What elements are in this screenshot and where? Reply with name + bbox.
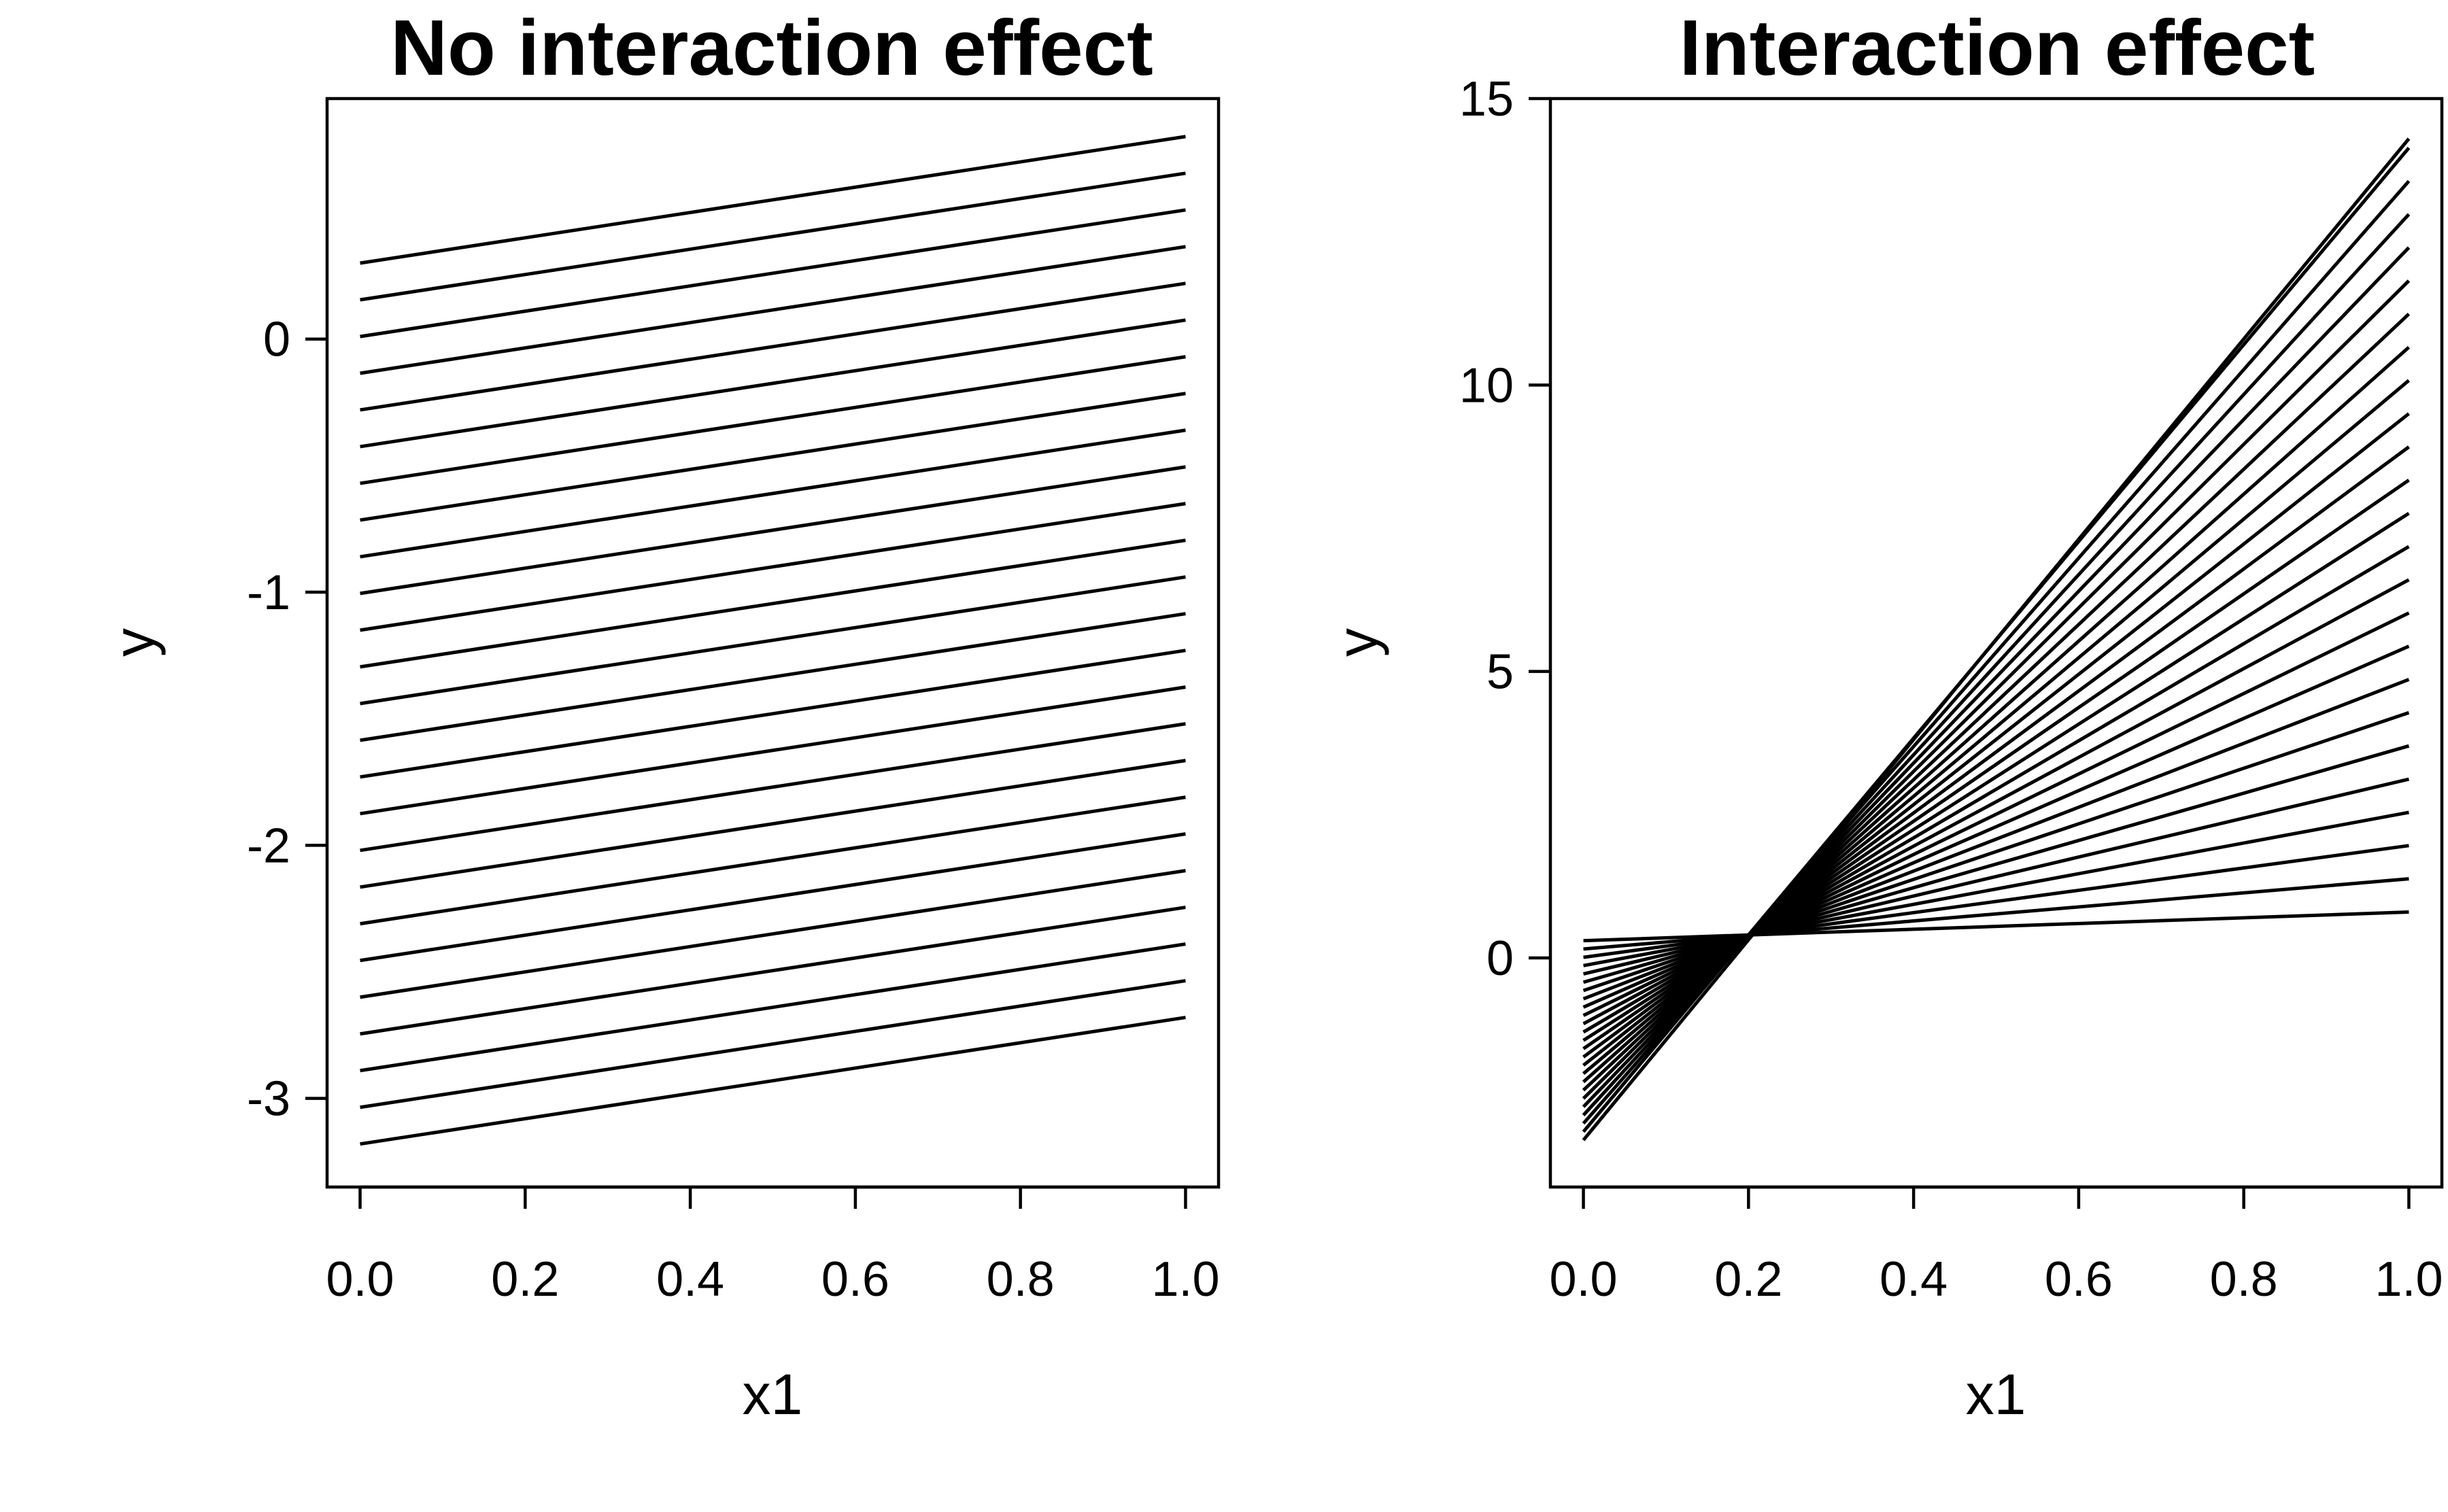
y-tick-label: 15 xyxy=(1459,72,1514,126)
series-line xyxy=(360,906,1186,1036)
series-line xyxy=(360,869,1186,999)
y-tick-label: 10 xyxy=(1459,358,1514,413)
series-line xyxy=(360,575,1186,706)
series-line xyxy=(360,135,1186,265)
panel-no-interaction: No interaction effect -3-2-10 0.0 0.2 0.4 0… xyxy=(102,3,1221,1426)
series-line xyxy=(360,649,1186,779)
series-line xyxy=(1582,744,2410,984)
x-tick-label: 0.2 xyxy=(1714,1252,1782,1307)
series-line xyxy=(1583,910,2409,943)
series-line xyxy=(360,281,1186,412)
series-line xyxy=(360,502,1186,632)
x-tick-label: 1.0 xyxy=(1151,1252,1219,1307)
x-tick-label: 0.8 xyxy=(2210,1252,2278,1307)
series-line xyxy=(1582,777,2410,976)
x-tick-label: 0.6 xyxy=(821,1252,889,1307)
series-line xyxy=(1582,137,2411,1141)
x-axis: 0.0 0.2 0.4 0.6 0.8 1.0 xyxy=(326,1185,1219,1307)
series-line xyxy=(1582,545,2410,1034)
series-lines xyxy=(1582,137,2411,1141)
chart-title: Interaction effect xyxy=(1680,3,2315,92)
x-axis-label: x1 xyxy=(1966,1362,2026,1426)
series-line xyxy=(1582,578,2410,1026)
x-axis-label: x1 xyxy=(743,1362,803,1426)
y-tick-label: -2 xyxy=(247,819,290,873)
x-tick-label: 0.0 xyxy=(326,1252,394,1307)
series-line xyxy=(360,245,1186,375)
x-tick-label: 0.8 xyxy=(987,1252,1055,1307)
y-axis-label: y xyxy=(1325,628,1389,657)
x-tick-label: 0.4 xyxy=(656,1252,724,1307)
series-line xyxy=(360,355,1186,485)
series-line xyxy=(360,392,1186,522)
x-tick-label: 0.0 xyxy=(1550,1252,1618,1307)
y-tick-label: -3 xyxy=(247,1072,290,1127)
series-line xyxy=(1582,611,2410,1017)
series-line xyxy=(360,685,1186,816)
series-line xyxy=(360,832,1186,963)
series-lines xyxy=(360,135,1186,1146)
series-line xyxy=(1582,710,2410,993)
series-line xyxy=(360,759,1186,889)
series-line xyxy=(360,171,1186,302)
y-axis: 0 5 10 15 xyxy=(1459,72,1550,986)
x-tick-label: 0.6 xyxy=(2045,1252,2113,1307)
series-line xyxy=(360,538,1186,669)
x-tick-label: 0.2 xyxy=(491,1252,559,1307)
x-tick-label: 0.4 xyxy=(1880,1252,1948,1307)
series-line xyxy=(360,465,1186,596)
y-tick-label: 0 xyxy=(1486,931,1514,986)
x-tick-label: 1.0 xyxy=(2375,1252,2443,1307)
y-axis: -3 -2 -1 0 xyxy=(247,313,327,1127)
series-line xyxy=(360,795,1186,926)
chart-title: No interaction effect xyxy=(390,3,1153,92)
y-axis-label: y xyxy=(102,628,166,657)
series-line xyxy=(360,942,1186,1073)
series-line xyxy=(360,722,1186,853)
x-axis: 0.0 0.2 0.4 0.6 0.8 1.0 xyxy=(1550,1185,2443,1307)
series-line xyxy=(360,979,1186,1110)
series-line xyxy=(360,208,1186,339)
series-line xyxy=(360,612,1186,742)
series-line xyxy=(1582,511,2410,1042)
y-tick-label: -1 xyxy=(247,566,290,620)
series-line xyxy=(360,318,1186,449)
series-line xyxy=(360,428,1186,559)
y-tick-label: 5 xyxy=(1486,645,1514,700)
y-tick-label: 0 xyxy=(263,313,290,367)
series-line xyxy=(360,1016,1186,1146)
